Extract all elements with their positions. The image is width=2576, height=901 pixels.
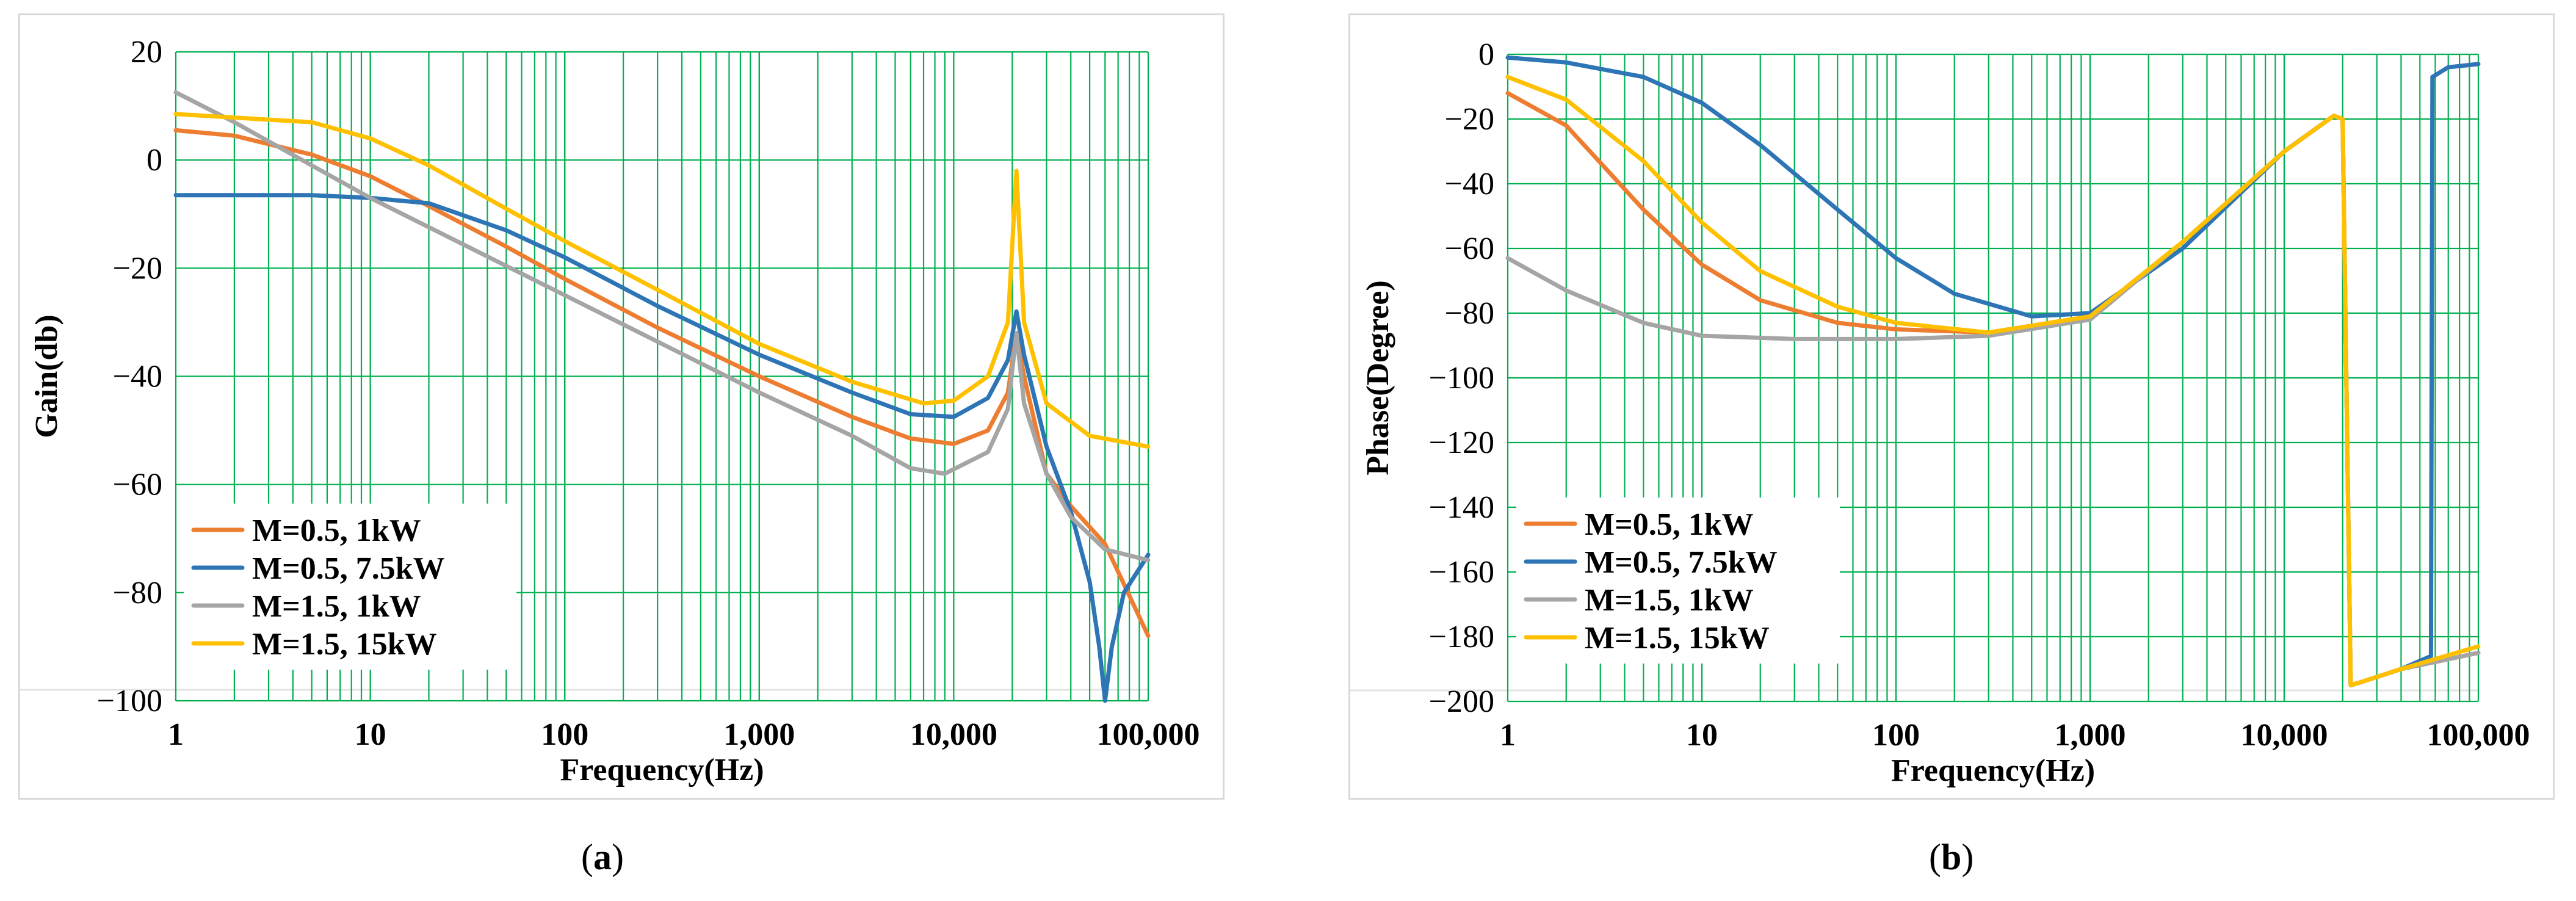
gain-y-tick-label: 0 — [147, 143, 162, 178]
gain-series-line-2 — [173, 90, 1151, 563]
gain-y-tick-label: −60 — [113, 468, 162, 502]
gain-legend-label-0: M=0.5, 1kW — [252, 513, 421, 548]
phase-y-tick-label: −180 — [1429, 620, 1494, 654]
caption-b-close: ) — [1961, 837, 1974, 877]
phase-x-tick-label: 10 — [1686, 718, 1718, 753]
phase-y-tick-label: −80 — [1445, 296, 1494, 331]
phase-legend-label-3: M=1.5, 15kW — [1585, 621, 1770, 656]
phase-y-tick-label: 0 — [1478, 37, 1494, 72]
gain-x-tick-label: 1,000 — [723, 717, 795, 752]
gain-legend-label-3: M=1.5, 15kW — [252, 627, 437, 662]
gain-x-tick-label: 10 — [355, 717, 386, 752]
phase-series-line-1 — [1505, 55, 2481, 687]
phase-x-tick-label: 100,000 — [2427, 718, 2530, 753]
caption-a-close: ) — [611, 837, 624, 877]
caption-b: (b) — [1929, 836, 1974, 878]
gain-x-tick-label: 1 — [168, 717, 184, 752]
gain-y-tick-label: −80 — [113, 576, 162, 610]
gain-y-axis-title: Gain(db) — [29, 314, 64, 438]
phase-y-tick-label: −140 — [1429, 490, 1494, 525]
gain-legend-label-1: M=0.5, 7.5kW — [252, 551, 445, 586]
phase-y-tick-label: −40 — [1445, 167, 1494, 201]
gain-legend-label-2: M=1.5, 1kW — [252, 589, 421, 624]
gain-x-tick-label: 100 — [541, 717, 588, 752]
chart-panel-gain: 20 0 −20 −40 −60 −80 −100 1 10 100 1,000 10,000 100,… — [18, 13, 1225, 800]
caption-a-label: a — [593, 837, 612, 877]
phase-x-tick-label: 100 — [1872, 718, 1920, 753]
phase-x-tick-label: 1 — [1500, 718, 1516, 753]
phase-x-axis-title: Frequency(Hz) — [1891, 753, 2095, 788]
phase-y-tick-label: −60 — [1445, 231, 1494, 266]
caption-b-open: ( — [1929, 837, 1941, 877]
caption-a: (a) — [581, 836, 624, 878]
phase-y-tick-label: −200 — [1429, 684, 1494, 719]
phase-x-tick-label: 10,000 — [2241, 718, 2328, 753]
phase-y-axis-title: Phase(Degree) — [1361, 280, 1395, 476]
gain-x-tick-label: 10,000 — [910, 717, 997, 752]
phase-x-tick-label: 1,000 — [2055, 718, 2126, 753]
caption-a-open: ( — [581, 837, 593, 877]
phase-series-line-3 — [1505, 74, 2481, 687]
gain-x-tick-label: 100,000 — [1097, 717, 1200, 752]
phase-y-tick-label: −20 — [1445, 102, 1494, 137]
gain-y-tick-label: −20 — [113, 251, 162, 286]
phase-legend-label-1: M=0.5, 7.5kW — [1585, 545, 1778, 580]
phase-y-tick-label: −100 — [1429, 361, 1494, 396]
gain-series-line-1 — [173, 193, 1151, 703]
gain-y-tick-label: 20 — [131, 35, 162, 70]
gain-y-tick-label: −100 — [97, 684, 162, 718]
caption-b-label: b — [1941, 837, 1962, 877]
phase-y-tick-label: −120 — [1429, 425, 1494, 460]
chart-panel-phase: 0 −20 −40 −60 −80 −100 −120 −140 −160 −180 −200 1 10… — [1348, 13, 2555, 800]
gain-y-tick-label: −40 — [113, 360, 162, 394]
phase-y-tick-label: −160 — [1429, 555, 1494, 590]
gain-series-line-3 — [173, 112, 1151, 449]
phase-legend-label-0: M=0.5, 1kW — [1585, 507, 1754, 542]
phase-legend-label-2: M=1.5, 1kW — [1585, 583, 1754, 618]
gain-x-axis-title: Frequency(Hz) — [560, 753, 764, 787]
